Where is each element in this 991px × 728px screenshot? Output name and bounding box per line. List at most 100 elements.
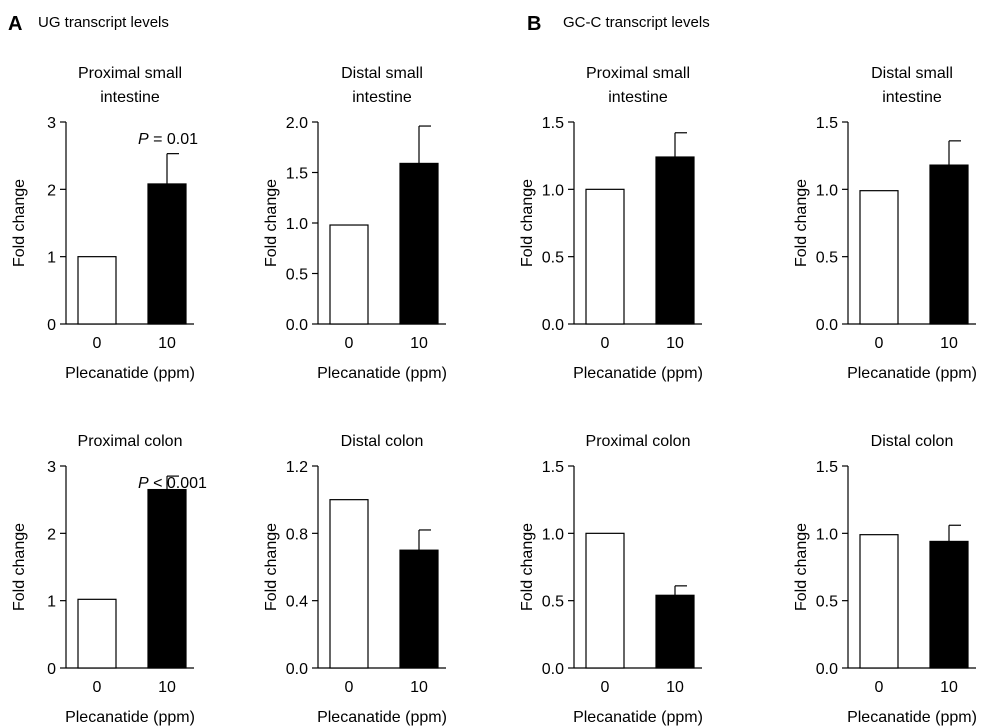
y-tick-label: 1.0 [816, 182, 838, 199]
x-tick-label: 0 [875, 335, 884, 352]
bar-treated [655, 594, 695, 669]
x-tick-label: 10 [158, 335, 176, 352]
x-tick-label: 10 [666, 679, 684, 696]
bar-treated [147, 488, 187, 669]
panel-letter-b: B [527, 13, 541, 35]
y-tick-label: 2 [47, 182, 56, 199]
y-tick-label: 0.5 [542, 250, 564, 267]
y-tick-label: 0.5 [286, 267, 308, 284]
y-axis-label: Fold change [519, 179, 536, 267]
y-tick-label: 0.0 [816, 317, 838, 334]
y-tick-label: 1 [47, 250, 56, 267]
x-tick-label: 10 [666, 335, 684, 352]
y-axis-label: Fold change [263, 523, 280, 611]
y-tick-label: 1.5 [542, 459, 564, 476]
bar-control [585, 532, 625, 669]
chart-title-line: intestine [352, 89, 412, 106]
y-tick-label: 2.0 [286, 115, 308, 132]
x-axis-label: Plecanatide (ppm) [65, 365, 195, 382]
x-tick-label: 10 [940, 679, 958, 696]
panel-a-header: A UG transcript levels [8, 13, 169, 35]
chart-title-line: Proximal colon [586, 433, 691, 450]
y-tick-label: 1.0 [542, 526, 564, 543]
y-tick-label: 1.0 [816, 526, 838, 543]
y-tick-label: 0.0 [542, 661, 564, 678]
bar-treated [929, 540, 969, 669]
bar-control [585, 188, 625, 325]
chart-8: Distal colon 0.0 0.5 1.0 1.5 Fold change 0 10 Pl… [793, 433, 977, 726]
chart-1: Proximal small intestine 0 1 2 3 Fold change 0 1… [11, 65, 198, 382]
x-axis-label: Plecanatide (ppm) [573, 709, 703, 726]
chart-title-line: Distal colon [871, 433, 954, 450]
x-tick-label: 0 [93, 679, 102, 696]
charts-group: Proximal small intestine 0 1 2 3 Fold change 0 1… [11, 65, 977, 726]
panel-letter-a: A [8, 13, 22, 35]
p-symbol: P [138, 131, 149, 148]
bar-control [329, 224, 369, 325]
chart-title-line: Distal small [871, 65, 953, 82]
chart-7: Proximal colon 0.0 0.5 1.0 1.5 Fold change 0 10… [519, 433, 703, 726]
y-tick-label: 1.2 [286, 459, 308, 476]
y-tick-label: 2 [47, 526, 56, 543]
chart-2: Distal small intestine 0.0 0.5 1.0 1.5 2.0 Fold… [263, 65, 447, 382]
y-tick-label: 0 [47, 317, 56, 334]
y-tick-label: 1.0 [286, 216, 308, 233]
y-axis-label: Fold change [11, 179, 28, 267]
x-tick-label: 0 [875, 679, 884, 696]
y-axis-label: Fold change [11, 523, 28, 611]
bar-treated [399, 549, 439, 669]
bar-control [859, 534, 899, 669]
y-tick-label: 0.5 [816, 594, 838, 611]
x-tick-label: 10 [410, 335, 428, 352]
y-tick-label: 3 [47, 115, 56, 132]
y-tick-label: 0.5 [816, 250, 838, 267]
chart-title-line: Proximal colon [78, 433, 183, 450]
y-tick-label: 1.0 [542, 182, 564, 199]
y-tick-label: 0.0 [286, 317, 308, 334]
y-tick-label: 1.5 [286, 166, 308, 183]
significance-annotation: P < 0.001 [138, 475, 207, 492]
x-tick-label: 10 [158, 679, 176, 696]
bar-control [859, 190, 899, 325]
x-tick-label: 0 [601, 335, 610, 352]
chart-title-line: Distal small [341, 65, 423, 82]
bar-treated [147, 183, 187, 325]
x-tick-label: 10 [940, 335, 958, 352]
y-axis-label: Fold change [793, 523, 810, 611]
chart-6: Distal colon 0.0 0.4 0.8 1.2 Fold change 0 10 Pl… [263, 433, 447, 726]
y-tick-label: 3 [47, 459, 56, 476]
y-tick-label: 0.5 [542, 594, 564, 611]
chart-title-line: Distal colon [341, 433, 424, 450]
x-tick-label: 0 [345, 679, 354, 696]
bar-treated [929, 164, 969, 325]
panel-b-header: B GC-C transcript levels [527, 13, 710, 35]
x-axis-label: Plecanatide (ppm) [573, 365, 703, 382]
bar-control [77, 598, 117, 669]
chart-title-line: Proximal small [78, 65, 182, 82]
p-symbol: P [138, 475, 149, 492]
y-tick-label: 1.5 [816, 459, 838, 476]
y-tick-label: 1.5 [816, 115, 838, 132]
panel-title-b: GC-C transcript levels [563, 14, 710, 31]
chart-title-line: intestine [100, 89, 160, 106]
chart-3: Proximal small intestine 0.0 0.5 1.0 1.5 Fold … [519, 65, 703, 382]
x-axis-label: Plecanatide (ppm) [847, 365, 977, 382]
p-value: = 0.01 [149, 131, 198, 148]
x-axis-label: Plecanatide (ppm) [317, 709, 447, 726]
x-tick-label: 0 [345, 335, 354, 352]
bar-treated [399, 162, 439, 325]
y-tick-label: 0.0 [816, 661, 838, 678]
x-tick-label: 10 [410, 679, 428, 696]
y-tick-label: 0.0 [286, 661, 308, 678]
x-tick-label: 0 [93, 335, 102, 352]
y-axis-label: Fold change [793, 179, 810, 267]
chart-5: Proximal colon 0 1 2 3 Fold change 0 10 Plecanat… [11, 433, 207, 726]
x-axis-label: Plecanatide (ppm) [317, 365, 447, 382]
chart-4: Distal small intestine 0.0 0.5 1.0 1.5 Fold ch… [793, 65, 977, 382]
y-tick-label: 0 [47, 661, 56, 678]
significance-annotation: P = 0.01 [138, 131, 198, 148]
chart-title-line: intestine [608, 89, 668, 106]
bar-control [329, 499, 369, 669]
chart-title-line: Proximal small [586, 65, 690, 82]
